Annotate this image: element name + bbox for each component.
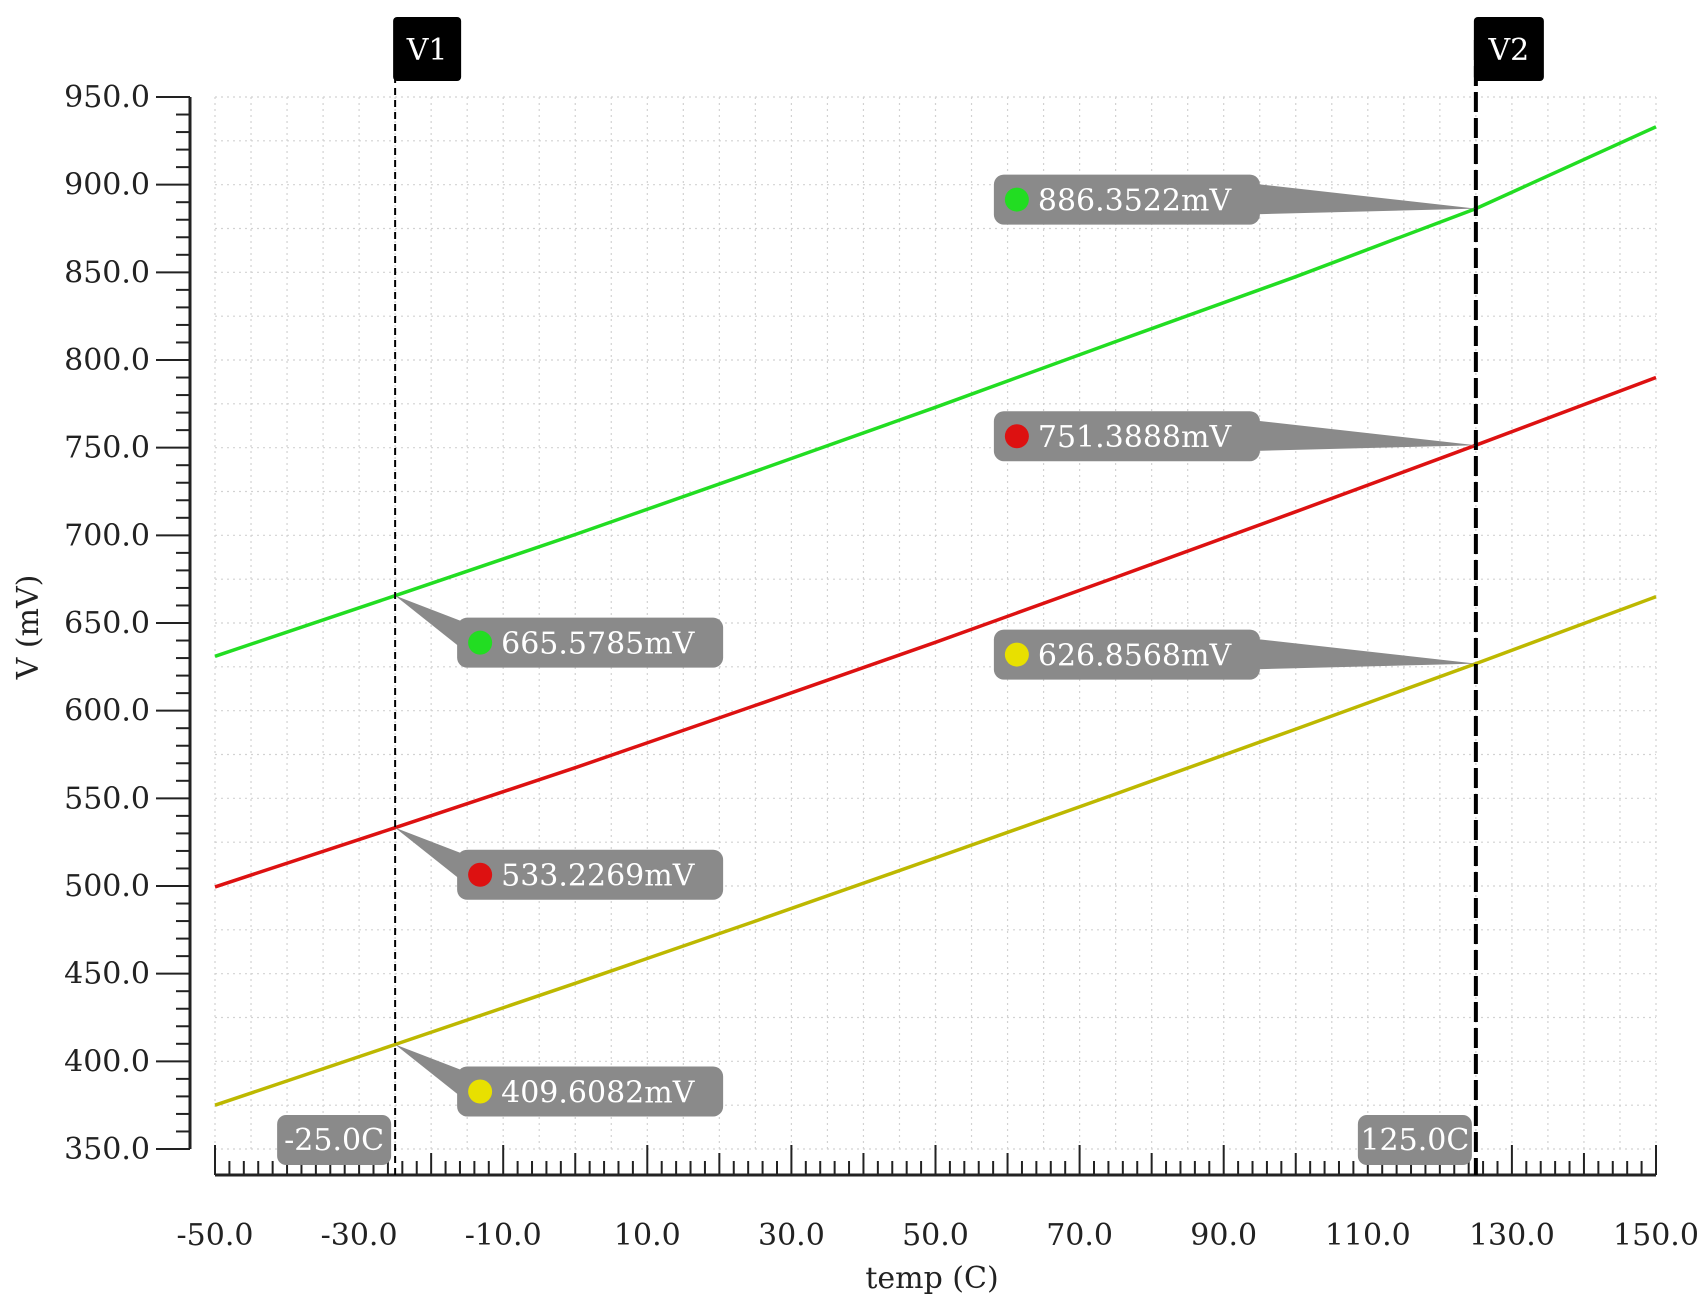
marker-name-v2: V2 [1487,33,1529,68]
y-tick-label: 750.0 [64,431,150,466]
axes: 350.0 400.0 450.0 500.0 550.0 600.0 650.0 700.0… [64,80,1699,1253]
x-tick-label: -10.0 [465,1218,542,1253]
x-tick-label: 130.0 [1469,1218,1555,1253]
marker-x-value: 125.0C [1360,1123,1469,1158]
series-line [214,375,1657,889]
x-tick-label: 70.0 [1046,1218,1113,1253]
marker-x-value-box [1357,1115,1472,1165]
callout-color-dot [468,862,493,887]
marker-name-v1: V1 [406,33,448,68]
vertical-markers: V1 -25.0C V2 125.0C [277,17,1544,1175]
callout-pointer [1243,182,1476,215]
x-tick-label: 10.0 [614,1218,681,1253]
callout-value: 751.3888mV [1038,420,1233,455]
x-tick-label: 30.0 [758,1218,825,1253]
y-tick-label: 450.0 [64,957,150,992]
callout-box [993,174,1260,225]
x-tick-label: 90.0 [1190,1218,1257,1253]
callout-value: 533.2269mV [501,859,696,894]
callout-box [457,1066,724,1117]
y-tick-label: 900.0 [64,168,150,203]
y-tick-label: 650.0 [64,606,150,641]
marker-x-value-box [277,1115,392,1165]
callout-value: 409.6082mV [501,1075,696,1110]
y-tick-label: 550.0 [64,781,150,816]
y-tick-label: 600.0 [64,694,150,729]
x-axis-title: temp (C) [865,1261,998,1296]
callout-pointer [395,595,474,658]
callout-box [993,411,1260,462]
marker-x-value: -25.0C [284,1123,384,1158]
y-tick-label: 700.0 [64,518,150,553]
y-tick-label: 350.0 [64,1132,150,1167]
callout-pointer [1243,419,1476,452]
marker-tag-v1 [393,17,462,81]
callout-color-dot [468,1079,493,1104]
callout-color-dot [1004,187,1029,212]
y-tick-label: 950.0 [64,80,150,115]
y-axis-title: V (mV) [11,575,46,681]
y-tick-label: 850.0 [64,255,150,290]
callout-box [457,617,724,668]
series-line [214,125,1657,658]
callout-pointer [395,827,474,890]
callout-value: 886.3522mV [1038,184,1233,219]
callout-box [993,629,1260,680]
x-tick-label: 110.0 [1325,1218,1411,1253]
series-lines [214,125,1657,1107]
series-line [214,595,1657,1107]
y-tick-label: 500.0 [64,869,150,904]
y-tick-label: 800.0 [64,343,150,378]
x-tick-label: -30.0 [321,1218,398,1253]
callout-color-dot [468,630,493,655]
marker-tag-v2 [1473,17,1544,81]
x-tick-label: 150.0 [1613,1218,1699,1253]
callout-pointer [395,1044,474,1107]
y-tick-label: 400.0 [64,1044,150,1079]
x-tick-label: -50.0 [177,1218,254,1253]
callout-pointer [1243,637,1476,670]
callout-color-dot [1004,642,1029,667]
x-tick-label: 50.0 [902,1218,969,1253]
callout-box [457,849,724,900]
value-callouts: 665.5785mV 533.2269mV 409.6082mV 886.3522mV… [395,174,1476,1117]
callout-color-dot [1004,424,1029,449]
grid-lines [214,96,1657,1150]
callout-value: 665.5785mV [501,627,696,662]
callout-value: 626.8568mV [1038,639,1233,674]
